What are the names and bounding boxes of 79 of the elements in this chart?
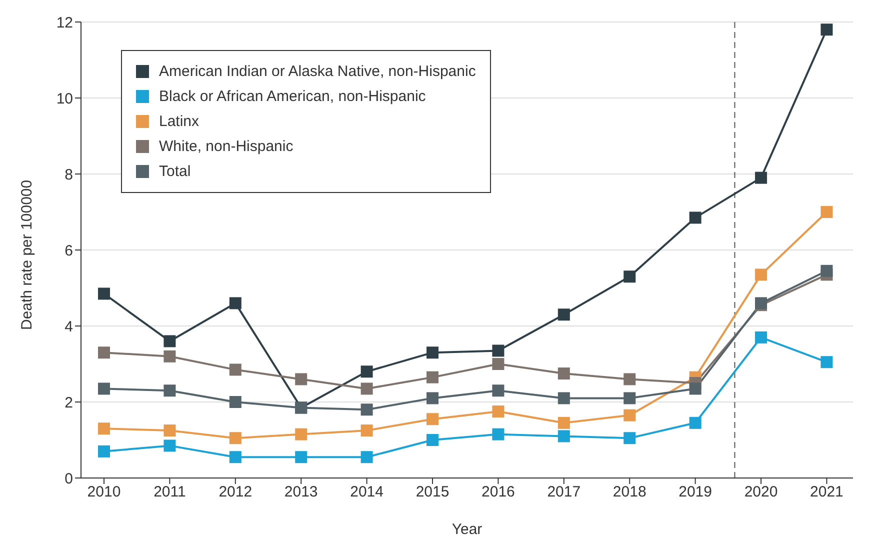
x-tick-label: 2017 bbox=[547, 484, 581, 501]
point bbox=[492, 406, 504, 418]
point bbox=[426, 346, 439, 359]
point bbox=[98, 346, 110, 359]
point bbox=[229, 451, 242, 464]
point bbox=[492, 428, 504, 440]
point bbox=[98, 422, 110, 435]
point bbox=[624, 392, 636, 404]
point bbox=[492, 358, 504, 370]
point bbox=[558, 392, 570, 404]
x-tick-label: 2020 bbox=[744, 484, 778, 501]
point bbox=[624, 373, 636, 386]
x-tick-label: 2013 bbox=[284, 484, 318, 501]
x-axis-title: Year bbox=[452, 521, 482, 538]
y-tick-label: 10 bbox=[56, 90, 73, 108]
y-tick-label: 6 bbox=[64, 242, 73, 260]
y-tick-label: 12 bbox=[56, 14, 73, 32]
point bbox=[295, 451, 308, 464]
legend-label: Black or African American, non-Hispanic bbox=[159, 87, 426, 107]
point bbox=[558, 308, 570, 321]
x-tick-label: 2015 bbox=[416, 484, 450, 501]
point bbox=[360, 451, 373, 464]
point bbox=[624, 432, 636, 444]
point bbox=[755, 172, 768, 184]
x-tick-label: 2014 bbox=[350, 484, 384, 501]
point bbox=[98, 382, 110, 395]
x-tick-label: 2019 bbox=[678, 484, 712, 501]
point bbox=[492, 384, 504, 397]
point bbox=[558, 368, 570, 380]
x-tick-label: 2010 bbox=[87, 484, 121, 501]
x-tick-label: 2011 bbox=[154, 484, 186, 501]
point bbox=[164, 384, 176, 397]
legend-label: American Indian or Alaska Native, non-Hispanic bbox=[159, 62, 476, 82]
point bbox=[820, 356, 833, 368]
point bbox=[820, 24, 833, 36]
point bbox=[164, 440, 176, 452]
point bbox=[558, 416, 570, 429]
legend-label: White, non-Hispanic bbox=[159, 137, 294, 157]
point bbox=[624, 270, 636, 283]
point bbox=[689, 382, 702, 395]
x-tick-label: 2021 bbox=[810, 484, 844, 501]
point bbox=[820, 264, 833, 277]
point bbox=[164, 424, 176, 436]
point bbox=[229, 396, 242, 408]
point bbox=[624, 409, 636, 422]
point bbox=[229, 364, 242, 376]
point bbox=[689, 416, 702, 429]
point bbox=[755, 268, 768, 281]
point bbox=[360, 382, 373, 395]
point bbox=[164, 350, 176, 362]
point bbox=[295, 373, 308, 386]
y-tick-label: 8 bbox=[64, 166, 73, 184]
point bbox=[98, 288, 110, 300]
point bbox=[360, 424, 373, 436]
point bbox=[426, 413, 439, 426]
x-tick-label: 2018 bbox=[612, 484, 646, 501]
point bbox=[98, 445, 110, 458]
legend-label: Latinx bbox=[159, 112, 200, 132]
point bbox=[426, 371, 439, 384]
point bbox=[295, 428, 308, 440]
legend-label: Total bbox=[159, 162, 191, 182]
y-axis-title: Death rate per 100000 bbox=[18, 180, 36, 330]
y-tick-label: 4 bbox=[64, 318, 73, 336]
point bbox=[755, 331, 768, 344]
point bbox=[360, 404, 373, 416]
point bbox=[689, 212, 702, 224]
x-tick-label: 2016 bbox=[482, 484, 515, 501]
point bbox=[426, 392, 439, 404]
point bbox=[360, 366, 373, 378]
point bbox=[164, 335, 176, 348]
y-tick-label: 0 bbox=[64, 470, 73, 488]
point bbox=[558, 430, 570, 442]
x-tick-label: 2012 bbox=[218, 484, 252, 501]
point bbox=[820, 206, 833, 218]
point bbox=[229, 297, 242, 310]
point bbox=[492, 344, 504, 357]
y-tick-label: 2 bbox=[64, 394, 73, 412]
point bbox=[229, 432, 242, 444]
point bbox=[426, 434, 439, 446]
